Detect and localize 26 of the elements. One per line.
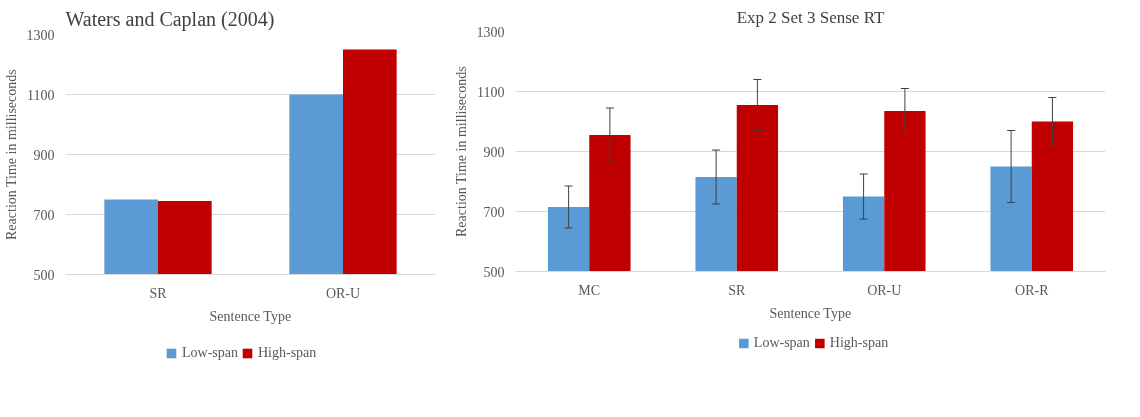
x-tick-label: MC: [578, 282, 601, 298]
legend-label: High-span: [258, 345, 317, 361]
legend-label: High-span: [829, 335, 889, 351]
y-axis-title: Reaction Time in milliseconds: [453, 66, 469, 237]
chart-title: Waters and Caplan (2004): [65, 7, 275, 31]
legend-label: Low-span: [182, 345, 238, 361]
y-axis-title: Reaction Time in milliseconds: [3, 69, 19, 240]
x-tick-label: SR: [149, 285, 168, 301]
y-tick-label: 1300: [26, 27, 55, 43]
x-tick-label: SR: [728, 282, 746, 298]
x-tick-label: OR-R: [1015, 282, 1050, 298]
y-tick-label: 1300: [476, 24, 505, 40]
y-tick-label: 1100: [477, 84, 505, 100]
x-tick-label: OR-U: [867, 282, 902, 298]
y-tick-label: 700: [483, 204, 505, 220]
y-tick-label: 900: [33, 147, 55, 163]
y-tick-label: 500: [483, 264, 505, 280]
y-tick-label: 1100: [27, 87, 55, 103]
y-tick-label: 700: [33, 207, 55, 223]
y-tick-label: 500: [33, 267, 55, 283]
chart-title: Exp 2 Set 3 Sense RT: [736, 7, 885, 27]
y-tick-label: 900: [483, 144, 505, 160]
x-axis-title: Sentence Type: [209, 308, 292, 324]
x-axis-title: Sentence Type: [769, 305, 852, 321]
x-tick-label: OR-U: [325, 285, 361, 301]
legend-label: Low-span: [753, 335, 810, 351]
